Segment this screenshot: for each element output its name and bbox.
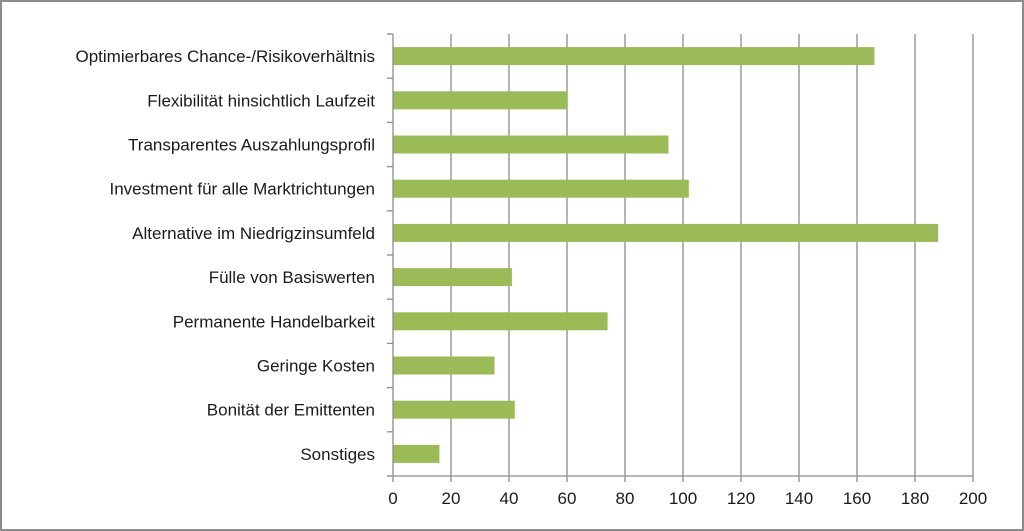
- bar: [393, 400, 515, 419]
- bar: [393, 135, 669, 154]
- x-tick-label: 60: [558, 489, 577, 508]
- category-labels: Optimierbares Chance-/Risikoverhältnis Fl…: [75, 47, 375, 464]
- x-tick-label: 20: [442, 489, 461, 508]
- x-tick-label: 200: [959, 489, 987, 508]
- x-tick-label: 160: [843, 489, 871, 508]
- bar: [393, 47, 875, 66]
- category-label: Optimierbares Chance-/Risikoverhältnis: [75, 47, 375, 66]
- category-label: Bonität der Emittenten: [207, 401, 375, 420]
- x-tick-label: 140: [785, 489, 813, 508]
- axis: [387, 33, 974, 482]
- bar: [393, 223, 939, 242]
- category-label: Sonstiges: [300, 445, 375, 464]
- x-tick-label: 120: [727, 489, 755, 508]
- x-tick-label: 40: [500, 489, 519, 508]
- category-label: Permanente Handelbarkeit: [173, 312, 376, 331]
- category-label: Alternative im Niedrigzinsumfeld: [132, 224, 375, 243]
- bar: [393, 312, 608, 331]
- bar: [393, 268, 512, 287]
- bars: [393, 47, 939, 463]
- bar: [393, 356, 495, 375]
- x-tick-label: 0: [388, 489, 397, 508]
- category-label: Geringe Kosten: [257, 357, 375, 376]
- bar: [393, 179, 689, 198]
- category-label: Investment für alle Marktrichtungen: [109, 180, 375, 199]
- bar: [393, 91, 567, 110]
- bar: [393, 444, 440, 463]
- x-tick-label: 80: [616, 489, 635, 508]
- category-label: Transparentes Auszahlungsprofil: [128, 136, 375, 155]
- x-tick-label: 100: [669, 489, 697, 508]
- x-tick-label: 180: [901, 489, 929, 508]
- category-label: Fülle von Basiswerten: [209, 268, 375, 287]
- x-tick-labels: 0 20 40 60 80 100 120 140 160 180 200: [388, 489, 987, 508]
- category-label: Flexibilität hinsichtlich Laufzeit: [147, 91, 375, 110]
